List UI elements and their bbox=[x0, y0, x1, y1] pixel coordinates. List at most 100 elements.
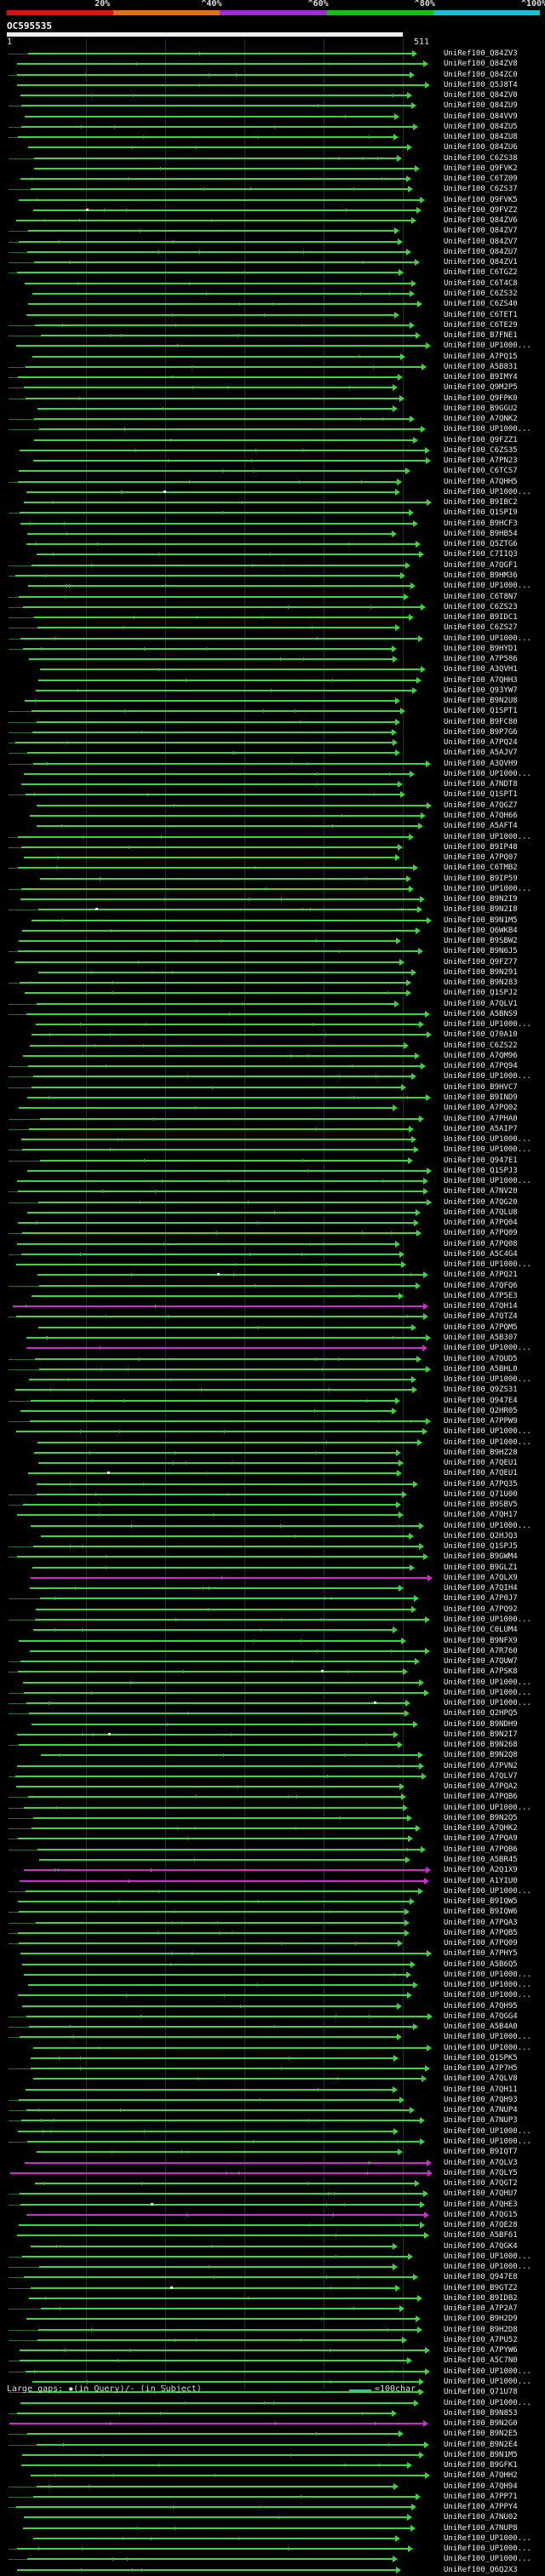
hit-row[interactable]: UniRef100_A7QH17 bbox=[0, 1509, 545, 1521]
hit-label[interactable]: UniRef100_Q9FVK2 bbox=[444, 164, 518, 173]
hit-row[interactable]: UniRef100_UP1000... bbox=[0, 2042, 545, 2054]
hit-row[interactable]: UniRef100_B9H2D8 bbox=[0, 2324, 545, 2336]
hit-row[interactable]: UniRef100_A7QIH4 bbox=[0, 1582, 545, 1594]
hit-label[interactable]: UniRef100_UP1000... bbox=[444, 832, 531, 841]
hit-label[interactable]: UniRef100_UP1000... bbox=[444, 769, 531, 778]
hit-label[interactable]: UniRef100_C6ZS38 bbox=[444, 153, 518, 163]
hit-row[interactable]: UniRef100_A7QTZ4 bbox=[0, 1311, 545, 1322]
hit-row[interactable]: UniRef100_UP1000... bbox=[0, 1614, 545, 1626]
hit-label[interactable]: UniRef100_C7IIQ3 bbox=[444, 550, 518, 559]
hit-label[interactable]: UniRef100_UP1000... bbox=[444, 2137, 531, 2146]
hit-label[interactable]: UniRef100_UP1000... bbox=[444, 1615, 531, 1624]
hit-label[interactable]: UniRef100_Q9FVZ2 bbox=[444, 205, 518, 215]
hit-row[interactable]: UniRef100_Q84VV9 bbox=[0, 111, 545, 123]
hit-label[interactable]: UniRef100_Q84ZV3 bbox=[444, 49, 518, 58]
hit-label[interactable]: UniRef100_Q2HPQ5 bbox=[444, 1709, 518, 1718]
hit-label[interactable]: UniRef100_A7QHK2 bbox=[444, 1824, 518, 1833]
hit-row[interactable]: UniRef100_A5AJV7 bbox=[0, 747, 545, 759]
hit-row[interactable]: UniRef100_Q2HPQ5 bbox=[0, 1707, 545, 1719]
hit-label[interactable]: UniRef100_A7QH93 bbox=[444, 2095, 518, 2104]
hit-row[interactable]: UniRef100_A7PQB6 bbox=[0, 1844, 545, 1856]
hit-label[interactable]: UniRef100_A7PYW6 bbox=[444, 2346, 518, 2355]
hit-row[interactable]: UniRef100_UP1000... bbox=[0, 2261, 545, 2273]
hit-label[interactable]: UniRef100_A7PPW9 bbox=[444, 1417, 518, 1426]
hit-label[interactable]: UniRef100_B9GGU2 bbox=[444, 404, 518, 413]
hit-row[interactable]: UniRef100_Q947E4 bbox=[0, 1395, 545, 1407]
hit-row[interactable]: UniRef100_B9GTZ2 bbox=[0, 2282, 545, 2294]
hit-row[interactable]: UniRef100_UP1000... bbox=[0, 580, 545, 592]
hit-row[interactable]: UniRef100_UP1000... bbox=[0, 486, 545, 498]
hit-row[interactable]: UniRef100_C6ZS27 bbox=[0, 622, 545, 634]
hit-label[interactable]: UniRef100_B9IDC1 bbox=[444, 613, 518, 622]
hit-row[interactable]: UniRef100_B9HZ28 bbox=[0, 1447, 545, 1459]
hit-label[interactable]: UniRef100_Q84ZU8 bbox=[444, 133, 518, 142]
hit-row[interactable]: UniRef100_A7P586 bbox=[0, 653, 545, 665]
hit-row[interactable]: UniRef100_A7QEU1 bbox=[0, 1457, 545, 1469]
hit-row[interactable]: UniRef100_UP1000... bbox=[0, 883, 545, 895]
hit-row[interactable]: UniRef100_A7PQ35 bbox=[0, 1478, 545, 1490]
hit-label[interactable]: UniRef100_A7PQ07 bbox=[444, 853, 518, 863]
hit-row[interactable]: UniRef100_Q6WKB4 bbox=[0, 925, 545, 937]
hit-row[interactable]: UniRef100_UP1000... bbox=[0, 2366, 545, 2378]
hit-row[interactable]: UniRef100_B9N6J5 bbox=[0, 945, 545, 957]
hit-label[interactable]: UniRef100_B9N2I9 bbox=[444, 895, 518, 904]
hit-label[interactable]: UniRef100_A5BNS9 bbox=[444, 1009, 518, 1018]
hit-row[interactable]: UniRef100_A5AIP7 bbox=[0, 1123, 545, 1135]
hit-row[interactable]: UniRef100_C0LUM4 bbox=[0, 1624, 545, 1636]
hit-label[interactable]: UniRef100_A7QUD5 bbox=[444, 1354, 518, 1363]
hit-row[interactable]: UniRef100_Q947E8 bbox=[0, 2271, 545, 2283]
hit-label[interactable]: UniRef100_B9H2D9 bbox=[444, 2315, 518, 2324]
hit-row[interactable]: UniRef100_A7QGG4 bbox=[0, 2011, 545, 2022]
hit-row[interactable]: UniRef100_A7PQ07 bbox=[0, 852, 545, 863]
hit-label[interactable]: UniRef100_B9HYD1 bbox=[444, 644, 518, 653]
hit-row[interactable]: UniRef100_C6TET1 bbox=[0, 309, 545, 321]
hit-label[interactable]: UniRef100_B9N6J5 bbox=[444, 947, 518, 956]
hit-label[interactable]: UniRef100_C0LUM4 bbox=[444, 1626, 518, 1635]
hit-label[interactable]: UniRef100_Q947E1 bbox=[444, 1156, 518, 1165]
hit-label[interactable]: UniRef100_UP1000... bbox=[444, 1981, 531, 1990]
hit-row[interactable]: UniRef100_A5B831 bbox=[0, 361, 545, 373]
hit-row[interactable]: UniRef100_A7PQ92 bbox=[0, 1604, 545, 1615]
hit-label[interactable]: UniRef100_A2Q1X9 bbox=[444, 1866, 518, 1875]
hit-label[interactable]: UniRef100_A7QNK2 bbox=[444, 415, 518, 424]
hit-row[interactable]: UniRef100_Q84ZC0 bbox=[0, 69, 545, 81]
hit-label[interactable]: UniRef100_C6T4C8 bbox=[444, 278, 518, 288]
hit-label[interactable]: UniRef100_A7QH95 bbox=[444, 2001, 518, 2011]
hit-row[interactable]: UniRef100_UP1000... bbox=[0, 831, 545, 843]
hit-label[interactable]: UniRef100_B9N2U8 bbox=[444, 697, 518, 706]
hit-row[interactable]: UniRef100_UP1000... bbox=[0, 2376, 545, 2388]
hit-label[interactable]: UniRef100_C6ZS40 bbox=[444, 300, 518, 309]
hit-label[interactable]: UniRef100_Q9FZ77 bbox=[444, 957, 518, 967]
hit-row[interactable]: UniRef100_A7QGT2 bbox=[0, 2177, 545, 2189]
hit-label[interactable]: UniRef100_B9HVC7 bbox=[444, 1082, 518, 1092]
hit-label[interactable]: UniRef100_Q1SPI9 bbox=[444, 508, 518, 518]
hit-row[interactable]: UniRef100_UP1000... bbox=[0, 633, 545, 645]
hit-label[interactable]: UniRef100_Q9FPK0 bbox=[444, 393, 518, 403]
hit-label[interactable]: UniRef100_A5C7N0 bbox=[444, 2356, 518, 2366]
hit-row[interactable]: UniRef100_UP1000... bbox=[0, 1426, 545, 1437]
hit-row[interactable]: UniRef100_A7QHU7 bbox=[0, 2188, 545, 2200]
hit-row[interactable]: UniRef100_B9IP48 bbox=[0, 841, 545, 853]
hit-label[interactable]: UniRef100_B9IDB2 bbox=[444, 2293, 518, 2303]
hit-label[interactable]: UniRef100_Q1SPT1 bbox=[444, 707, 518, 716]
hit-row[interactable]: UniRef100_A7PHA0 bbox=[0, 1113, 545, 1125]
hit-label[interactable]: UniRef100_A5B6Q5 bbox=[444, 1959, 518, 1969]
hit-label[interactable]: UniRef100_UP1000... bbox=[444, 884, 531, 893]
hit-row[interactable]: UniRef100_UP1000... bbox=[0, 1687, 545, 1699]
hit-row[interactable]: UniRef100_UP1000... bbox=[0, 423, 545, 435]
hit-row[interactable]: UniRef100_B9HYD1 bbox=[0, 643, 545, 655]
hit-row[interactable]: UniRef100_B9GWM4 bbox=[0, 1551, 545, 1563]
hit-row[interactable]: UniRef100_Q6Q2X3 bbox=[0, 2564, 545, 2576]
hit-label[interactable]: UniRef100_UP1000... bbox=[444, 1803, 531, 1812]
hit-row[interactable]: UniRef100_B7FNE1 bbox=[0, 330, 545, 341]
hit-row[interactable]: UniRef100_A7PHY5 bbox=[0, 1948, 545, 1959]
hit-label[interactable]: UniRef100_Q84ZU5 bbox=[444, 122, 518, 131]
hit-row[interactable]: UniRef100_B9FC80 bbox=[0, 716, 545, 728]
hit-label[interactable]: UniRef100_C6ZS35 bbox=[444, 445, 518, 455]
hit-row[interactable]: UniRef100_Q1SPT1 bbox=[0, 789, 545, 800]
hit-label[interactable]: UniRef100_A7QG15 bbox=[444, 2210, 518, 2219]
hit-row[interactable]: UniRef100_C6ZS23 bbox=[0, 601, 545, 613]
hit-row[interactable]: UniRef100_A7QLY5 bbox=[0, 2167, 545, 2179]
hit-row[interactable]: UniRef100_A5B4A0 bbox=[0, 2021, 545, 2033]
hit-row[interactable]: UniRef100_B9N268 bbox=[0, 1739, 545, 1751]
